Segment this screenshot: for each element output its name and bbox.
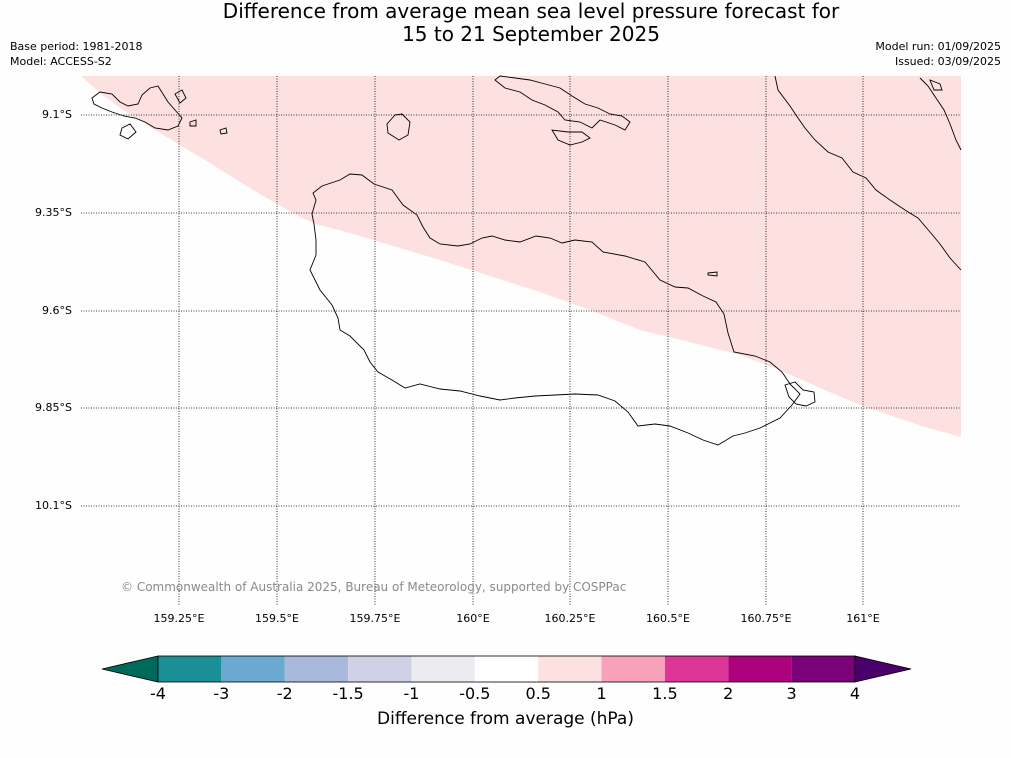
coastlines	[91, 75, 962, 446]
chart-title: Difference from average mean sea level p…	[0, 0, 1011, 46]
coastline-nw-islet-2	[174, 89, 187, 104]
colorbar-tick-label: 1.5	[652, 684, 678, 703]
lat-gridlines	[81, 114, 961, 507]
coastline-florida-islands	[494, 75, 631, 131]
colorbar-tick-label: 4	[849, 684, 861, 703]
coastline-malaita-north	[919, 77, 962, 151]
lon-label-1: 159.5°E	[255, 612, 299, 625]
colorbar-segment-9	[728, 656, 792, 682]
coastline-florida-south	[551, 129, 591, 146]
title-line-1: Difference from average mean sea level p…	[222, 0, 840, 23]
base-period: Base period: 1981-2018	[10, 40, 143, 53]
positive-anomaly-region	[81, 76, 961, 437]
lat-label-1: 9.35°S	[35, 206, 72, 219]
coastline-malaita	[774, 75, 962, 271]
issued-date: Issued: 03/09/2025	[894, 55, 1001, 68]
coastline-islet-east-2	[707, 271, 718, 277]
colorbar-segment-4	[411, 656, 475, 682]
colorbar-segment-0	[158, 656, 222, 682]
lon-label-4: 160.25°E	[544, 612, 596, 625]
lon-label-3: 160°E	[456, 612, 490, 625]
copyright-notice: © Commonwealth of Australia 2025, Bureau…	[121, 580, 627, 594]
model-name: Model: ACCESS-S2	[10, 55, 112, 68]
colorbar-tick-label: 2	[723, 684, 734, 703]
lon-label-5: 160.5°E	[646, 612, 690, 625]
colorbar-segment-2	[284, 656, 349, 682]
coastline-islet-east-1	[784, 381, 816, 407]
colorbar-segment-7	[601, 656, 665, 682]
colorbar-tick-label: 3	[786, 684, 797, 703]
coastline-nw-islet-3	[219, 127, 228, 135]
colorbar-segments	[157, 655, 856, 683]
colorbar-label: Difference from average (hPa)	[377, 709, 634, 729]
coastline-nw-islands	[91, 85, 183, 131]
lat-label-2: 9.6°S	[42, 304, 72, 317]
lon-label-0: 159.25°E	[153, 612, 205, 625]
model-run: Model run: 01/09/2025	[875, 40, 1001, 53]
lon-label-6: 160.75°E	[740, 612, 792, 625]
lon-gridlines	[178, 76, 864, 605]
coastline-guadalcanal	[309, 173, 801, 446]
meta-right: Model run: 01/09/2025 Issued: 03/09/2025	[875, 39, 1001, 69]
coastline-malaita-islet	[929, 79, 943, 91]
colorbar-tick-label: -1	[403, 684, 420, 703]
lat-label-3: 9.85°S	[35, 401, 72, 414]
colorbar-segment-3	[348, 656, 412, 682]
colorbar-segment-8	[664, 656, 729, 682]
coastline-nw-islet-4	[189, 119, 197, 127]
lon-label-2: 159.75°E	[349, 612, 401, 625]
colorbar-over-triangle	[854, 655, 912, 683]
lat-label-0: 9.1°S	[42, 108, 72, 121]
colorbar-tick-label: -1.5	[332, 684, 364, 703]
lon-label-7: 161°E	[846, 612, 880, 625]
lat-label-4: 10.1°S	[35, 499, 72, 512]
colorbar-tick-label: -4	[150, 684, 166, 703]
colorbar-tick-label: -0.5	[459, 684, 491, 703]
coastline-savo-island	[386, 113, 411, 141]
colorbar-tick-label: -2	[276, 684, 293, 703]
colorbar-segment-10	[791, 656, 855, 682]
colorbar-tick-label: -3	[213, 684, 230, 703]
colorbar-tick-label: 0.5	[525, 684, 551, 703]
colorbar-segment-5	[474, 656, 539, 682]
meta-left: Base period: 1981-2018 Model: ACCESS-S2	[10, 39, 142, 69]
colorbar-tick-label: 1	[596, 684, 607, 703]
title-line-2: 15 to 21 September 2025	[402, 22, 660, 46]
colorbar-under-triangle	[101, 655, 159, 683]
colorbar-segment-1	[221, 656, 285, 682]
coastline-nw-islet-1	[119, 123, 137, 140]
colorbar-segment-6	[538, 656, 602, 682]
